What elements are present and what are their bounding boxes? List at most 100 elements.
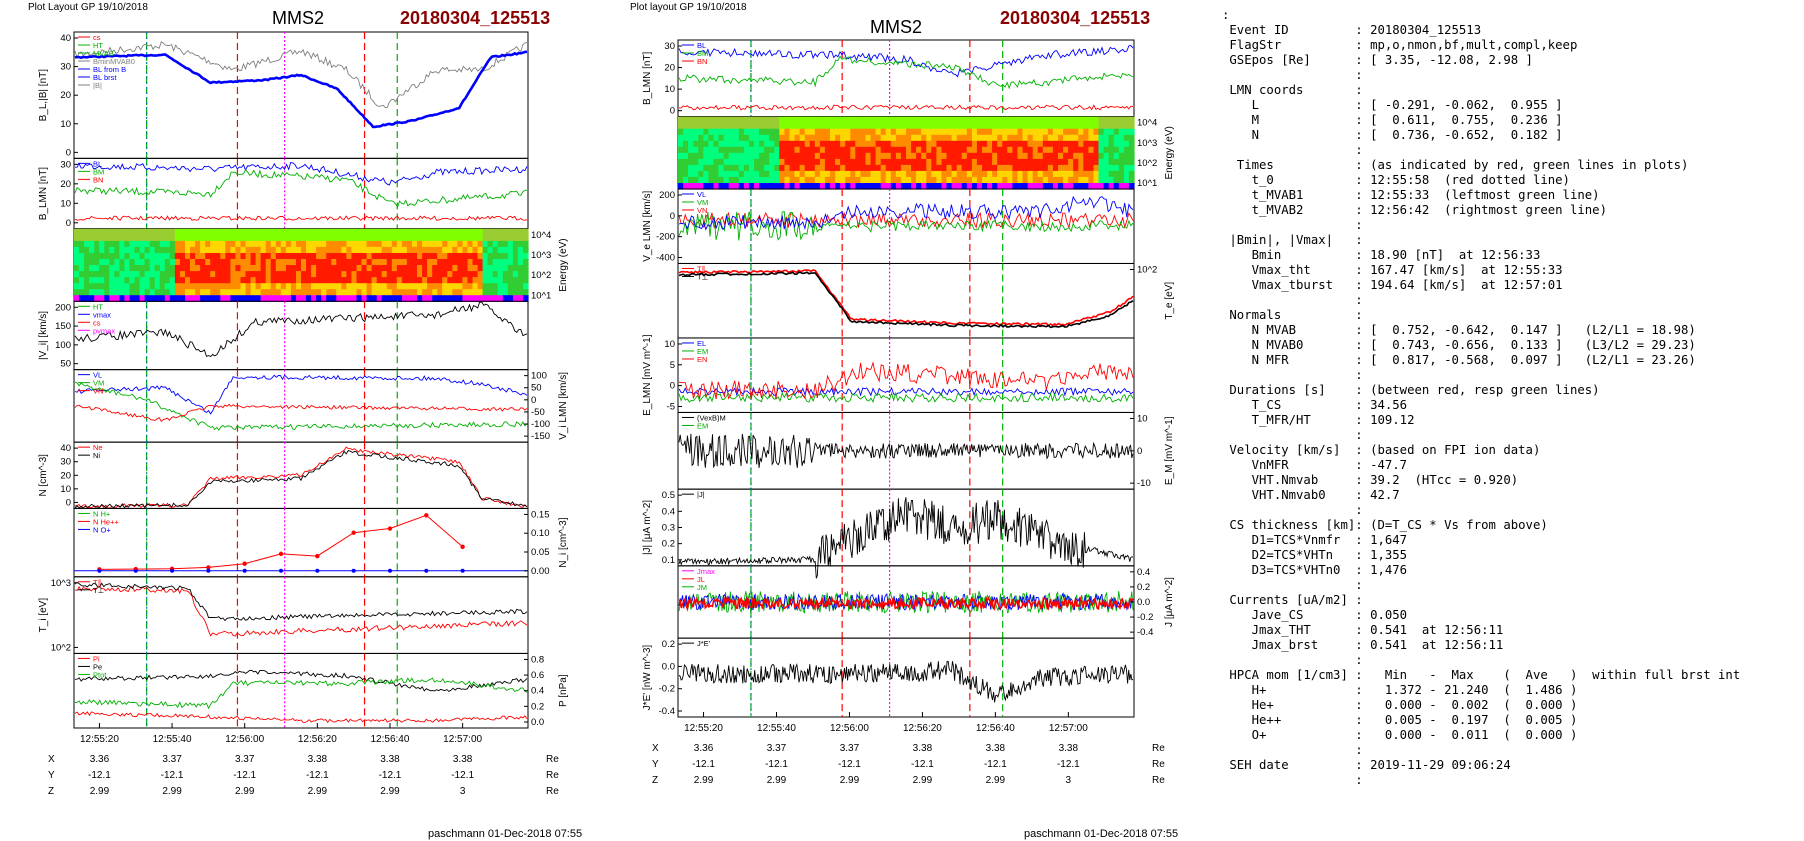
spectrogram-cell xyxy=(784,183,791,190)
left-panel-frame xyxy=(73,441,529,509)
spectrogram-cell xyxy=(1022,164,1029,172)
spectrogram-cell xyxy=(835,146,841,154)
spectrogram-cell xyxy=(987,152,993,160)
spectrogram-cell xyxy=(683,158,689,166)
spectrogram-cell xyxy=(296,271,302,278)
spectrogram-cell xyxy=(693,128,699,136)
spectrogram-cell xyxy=(169,234,176,242)
spectrogram-cell xyxy=(764,134,770,142)
spectrogram-cell xyxy=(693,140,699,148)
spectrogram-cell xyxy=(467,253,474,260)
spectrogram-cell xyxy=(437,295,443,302)
spectrogram-cell xyxy=(835,170,841,178)
spectrogram-cell xyxy=(698,176,704,184)
spectrogram-cell xyxy=(396,240,403,248)
spectrogram-cell xyxy=(774,176,780,184)
spectrogram-cell xyxy=(997,170,1003,178)
spectrogram-cell xyxy=(210,265,216,272)
right-tick-label: 10^2 xyxy=(1137,264,1157,275)
spectrogram-cell xyxy=(713,183,720,190)
spectrogram-cell xyxy=(285,277,292,284)
right-trace xyxy=(678,55,1134,90)
spectrogram-cell xyxy=(1022,152,1029,160)
spectrogram-cell xyxy=(462,259,468,266)
spectrogram-cell xyxy=(906,170,912,178)
spectrogram-cell xyxy=(452,228,458,236)
spectrogram-cell xyxy=(1098,158,1105,166)
spectrogram-cell xyxy=(1007,176,1013,184)
spectrogram-cell xyxy=(789,134,796,142)
spectrogram-cell xyxy=(381,283,388,290)
legend-label: BM xyxy=(93,167,104,176)
spectrogram-cell xyxy=(179,289,186,296)
spectrogram-cell xyxy=(1123,152,1130,160)
spectrogram-cell xyxy=(900,170,907,178)
spectrogram-cell xyxy=(215,253,221,260)
spectrogram-cell xyxy=(462,228,468,236)
spectrogram-cell xyxy=(880,158,887,166)
spectrogram-cell xyxy=(708,158,715,166)
spectrogram-cell xyxy=(850,176,856,184)
spectrogram-cell xyxy=(941,158,948,166)
spectrogram-cell xyxy=(391,259,398,266)
spectrogram-cell xyxy=(507,271,514,278)
spectrogram-cell xyxy=(946,176,953,184)
spectrogram-cell xyxy=(941,128,948,136)
spectrogram-cell xyxy=(356,246,363,254)
spectrogram-cell xyxy=(855,140,861,148)
left-tick-label: 10 xyxy=(60,119,71,130)
spectrogram-cell xyxy=(351,265,357,272)
left-plot-header: Plot Layout GP 19/10/2018 xyxy=(28,2,148,13)
spectrogram-cell xyxy=(255,234,262,242)
spectrogram-cell xyxy=(921,152,927,160)
spectrogram-cell xyxy=(381,246,388,254)
spectrogram-cell xyxy=(738,152,745,160)
spectrogram-cell xyxy=(507,240,514,248)
spectrogram-cell xyxy=(1022,146,1029,154)
spectrogram-cell xyxy=(512,246,519,254)
spectrogram-cell xyxy=(245,271,252,278)
pos-row-unit: Re xyxy=(546,786,559,797)
spectrogram-cell xyxy=(683,146,689,154)
spectrogram-cell xyxy=(794,134,801,142)
spectrogram-cell xyxy=(230,259,236,266)
spectrogram-cell xyxy=(1063,122,1069,130)
spectrogram-cell xyxy=(1012,134,1019,142)
spectrogram-cell xyxy=(1073,128,1079,136)
spectrogram-cell xyxy=(230,295,236,302)
spectrogram-cell xyxy=(89,259,95,266)
info-line: HPCA mom [1/cm3] : Min - Max ( Ave ) wit… xyxy=(1222,668,1741,682)
spectrogram-cell xyxy=(1073,140,1079,148)
spectrogram-cell xyxy=(1108,146,1115,154)
spectrogram-cell xyxy=(733,164,740,172)
spectrogram-cell xyxy=(311,246,317,254)
spectrogram-cell xyxy=(941,164,948,172)
spectrogram-cell xyxy=(1073,164,1079,172)
legend-label: VL xyxy=(697,190,706,199)
pos-row-value: 2.99 xyxy=(840,775,860,786)
spectrogram-cell xyxy=(427,234,433,242)
spectrogram-cell xyxy=(406,259,413,266)
left-tick-label: 30 xyxy=(60,159,71,170)
spectrogram-cell xyxy=(356,277,363,284)
spectrogram-cell xyxy=(971,176,978,184)
spectrogram-cell xyxy=(688,146,694,154)
spectrogram-cell xyxy=(159,234,166,242)
spectrogram-cell xyxy=(754,116,760,124)
spectrogram-cell xyxy=(492,265,499,272)
spectrogram-cell xyxy=(946,134,953,142)
spectrogram-cell xyxy=(809,152,816,160)
spectrogram-cell xyxy=(200,234,206,242)
spectrogram-cell xyxy=(139,259,146,266)
spectrogram-cell xyxy=(748,122,755,130)
spectrogram-cell xyxy=(114,240,120,248)
spectrogram-cell xyxy=(835,116,841,124)
spectrogram-cell xyxy=(1027,134,1034,142)
spectrogram-cell xyxy=(119,283,125,290)
spectrogram-cell xyxy=(1128,164,1135,172)
spectrogram-cell xyxy=(1017,170,1024,178)
spectrogram-cell xyxy=(875,164,882,172)
spectrogram-cell xyxy=(205,289,211,296)
info-line: H+ : 1.372 - 21.240 ( 1.486 ) xyxy=(1222,683,1578,697)
spectrogram-cell xyxy=(708,170,715,178)
